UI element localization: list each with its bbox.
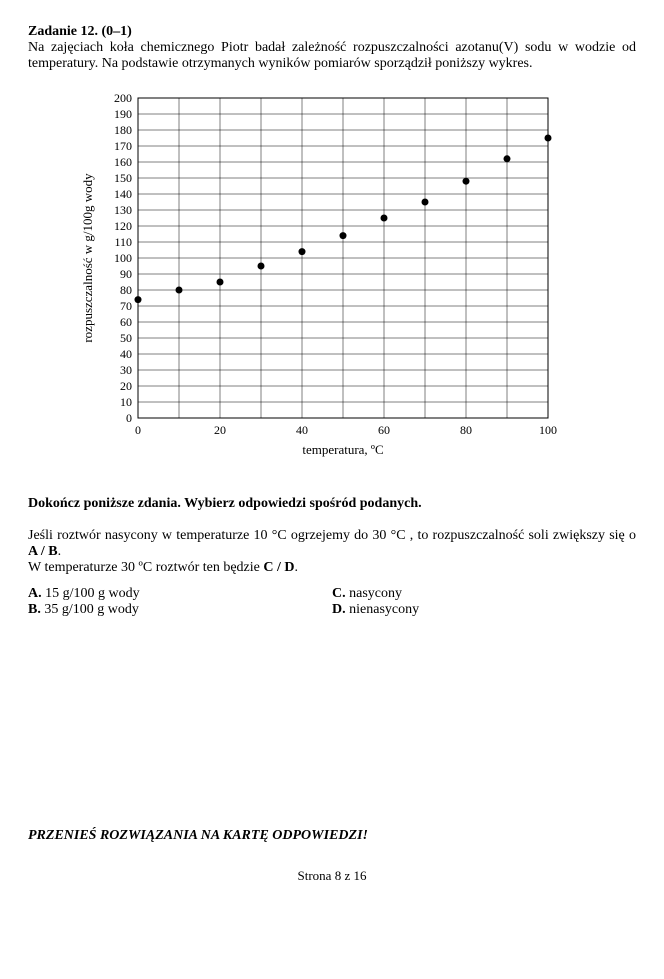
svg-text:120: 120 [114,219,132,233]
question-block: Dokończ poniższe zdania. Wybierz odpowie… [28,496,636,618]
svg-text:20: 20 [120,379,132,393]
answers-col-left: A. 15 g/100 g wody B. 35 g/100 g wody [28,586,332,618]
q2-end: . [295,560,299,575]
svg-text:20: 20 [214,423,226,437]
svg-text:0: 0 [126,411,132,425]
q1-ab: A / B [28,544,58,559]
footer-instruction: PRZENIEŚ ROZWIĄZANIA NA KARTĘ ODPOWIEDZI… [28,828,636,844]
svg-text:60: 60 [378,423,390,437]
svg-text:30: 30 [120,363,132,377]
svg-text:80: 80 [460,423,472,437]
question-sentence-1: Jeśli roztwór nasycony w temperaturze 10… [28,528,636,560]
answer-D: D. nienasycony [332,602,636,618]
question-instruction: Dokończ poniższe zdania. Wybierz odpowie… [28,496,636,512]
answer-B: B. 35 g/100 g wody [28,602,332,618]
answer-B-text: 35 g/100 g wody [41,602,139,617]
svg-text:100: 100 [114,251,132,265]
answer-C: C. nasycony [332,586,636,602]
svg-text:temperatura, ºC: temperatura, ºC [302,442,383,457]
answer-options: A. 15 g/100 g wody B. 35 g/100 g wody C.… [28,586,636,618]
answers-col-right: C. nasycony D. nienasycony [332,586,636,618]
answer-A-text: 15 g/100 g wody [42,586,140,601]
svg-text:10: 10 [120,395,132,409]
svg-text:200: 200 [114,91,132,105]
svg-text:190: 190 [114,107,132,121]
svg-text:150: 150 [114,171,132,185]
page-number: Strona 8 z 16 [28,868,636,884]
svg-text:160: 160 [114,155,132,169]
svg-text:40: 40 [296,423,308,437]
svg-text:0: 0 [135,423,141,437]
q2-cd: C / D [263,560,294,575]
svg-text:140: 140 [114,187,132,201]
svg-text:50: 50 [120,331,132,345]
answer-A: A. 15 g/100 g wody [28,586,332,602]
question-sentence-2: W temperaturze 30 ºC roztwór ten będzie … [28,560,636,576]
svg-text:180: 180 [114,123,132,137]
q2-text: W temperaturze 30 ºC roztwór ten będzie [28,560,263,575]
answer-C-label: C. [332,586,346,601]
svg-text:80: 80 [120,283,132,297]
svg-text:130: 130 [114,203,132,217]
answer-D-label: D. [332,602,346,617]
svg-text:40: 40 [120,347,132,361]
q1-text: Jeśli roztwór nasycony w temperaturze 10… [28,528,636,543]
task-title: Zadanie 12. (0–1) [28,24,132,39]
svg-text:90: 90 [120,267,132,281]
svg-text:100: 100 [539,423,557,437]
solubility-chart: 0204060801000102030405060708090100110120… [68,88,636,468]
svg-text:110: 110 [114,235,132,249]
answer-C-text: nasycony [346,586,402,601]
answer-D-text: nienasycony [346,602,419,617]
svg-text:170: 170 [114,139,132,153]
q1-end: . [58,544,62,559]
answer-B-label: B. [28,602,41,617]
task-description: Na zajęciach koła chemicznego Piotr bada… [28,40,636,72]
svg-text:rozpuszczalność w g/100g wody: rozpuszczalność w g/100g wody [80,173,95,343]
svg-text:60: 60 [120,315,132,329]
svg-text:70: 70 [120,299,132,313]
answer-A-label: A. [28,586,42,601]
task-header: Zadanie 12. (0–1) [28,24,636,40]
